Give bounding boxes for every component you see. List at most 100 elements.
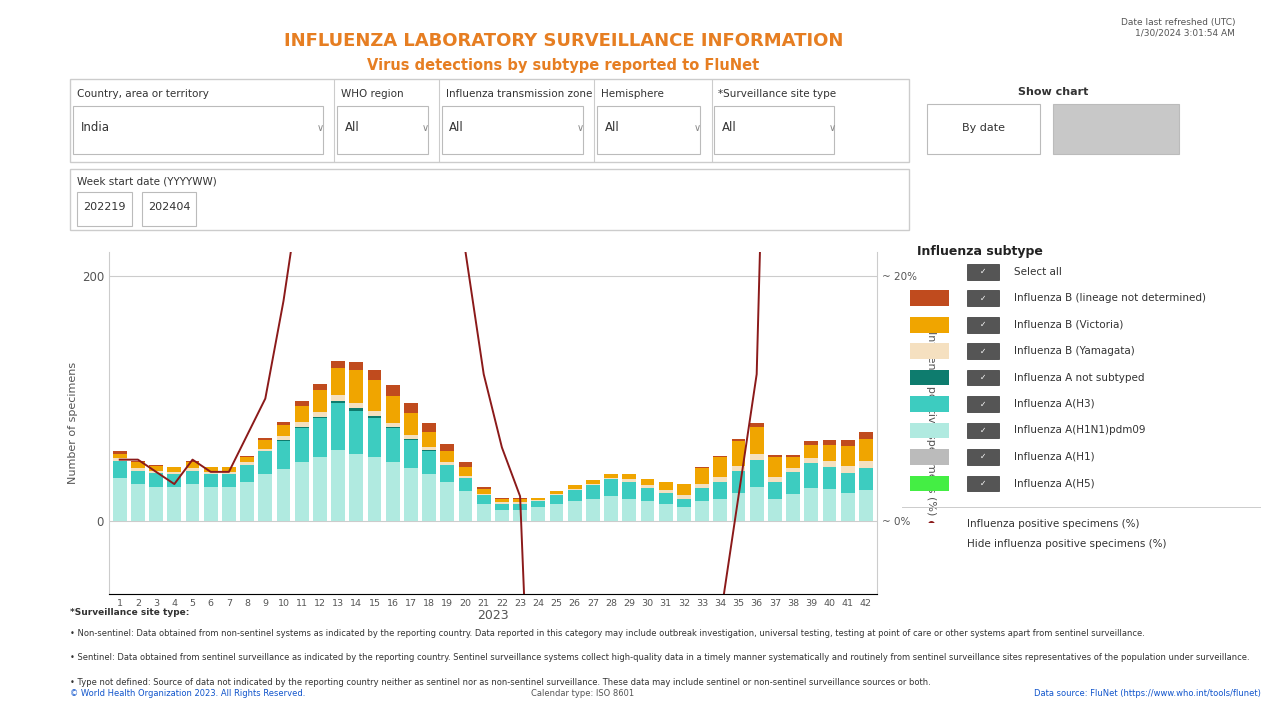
Bar (294, 428, 308, 462)
Bar (622, 480, 636, 482)
Bar (732, 439, 745, 441)
Bar (841, 446, 855, 466)
Bar (513, 510, 527, 521)
Bar (859, 490, 873, 521)
Bar (150, 464, 163, 466)
Y-axis label: Influenza positive specimens (%): Influenza positive specimens (%) (927, 330, 936, 516)
Bar (477, 487, 490, 489)
Bar (204, 487, 218, 521)
Bar (349, 362, 364, 371)
Bar (367, 457, 381, 521)
FancyBboxPatch shape (910, 396, 948, 412)
Text: Virus detections by subtype reported to FluNet: Virus detections by subtype reported to … (367, 58, 759, 73)
Bar (349, 411, 364, 454)
FancyBboxPatch shape (142, 192, 196, 225)
Bar (223, 472, 236, 474)
Bar (750, 423, 763, 427)
Bar (458, 475, 472, 478)
Bar (294, 427, 308, 428)
Bar (786, 455, 800, 457)
Bar (823, 467, 836, 489)
Bar (786, 457, 800, 468)
Bar (677, 508, 691, 521)
Bar (113, 451, 127, 454)
Bar (168, 467, 182, 472)
Bar (349, 403, 364, 408)
Bar (404, 413, 417, 435)
Bar (677, 484, 691, 495)
Bar (823, 440, 836, 445)
Bar (113, 478, 127, 521)
Bar (276, 440, 291, 441)
Text: ✓: ✓ (980, 294, 986, 302)
FancyBboxPatch shape (1052, 104, 1179, 154)
Bar (440, 482, 454, 521)
Text: Country, area or territory: Country, area or territory (77, 89, 209, 99)
Bar (422, 447, 436, 450)
Bar (404, 468, 417, 521)
FancyBboxPatch shape (70, 79, 909, 162)
Bar (641, 487, 654, 501)
Bar (385, 385, 399, 396)
Text: ✓: ✓ (980, 400, 986, 408)
Bar (768, 457, 782, 477)
FancyBboxPatch shape (70, 169, 909, 230)
Bar (549, 495, 563, 503)
Bar (622, 482, 636, 499)
Bar (495, 499, 508, 503)
Bar (786, 494, 800, 521)
Bar (513, 498, 527, 499)
Bar (314, 457, 326, 521)
FancyBboxPatch shape (966, 343, 1000, 359)
Bar (549, 494, 563, 495)
FancyBboxPatch shape (442, 106, 582, 154)
Bar (531, 508, 545, 521)
Bar (568, 501, 581, 521)
Bar (458, 467, 472, 475)
Bar (713, 477, 727, 482)
Text: Influenza B (Victoria): Influenza B (Victoria) (1014, 320, 1123, 330)
Text: *Surveillance site type: *Surveillance site type (718, 89, 837, 99)
FancyBboxPatch shape (596, 106, 700, 154)
Bar (641, 480, 654, 485)
FancyBboxPatch shape (966, 396, 1000, 412)
Bar (186, 471, 200, 484)
Bar (732, 492, 745, 521)
Bar (804, 445, 818, 459)
Text: All: All (722, 121, 736, 134)
Bar (422, 423, 436, 431)
Bar (622, 474, 636, 480)
Bar (241, 464, 253, 482)
Text: Week start date (YYYYWW): Week start date (YYYYWW) (77, 176, 216, 186)
FancyBboxPatch shape (77, 192, 132, 225)
Bar (750, 459, 763, 487)
Bar (750, 454, 763, 459)
Bar (713, 457, 727, 477)
Text: Influenza A(H5): Influenza A(H5) (1014, 478, 1094, 488)
Bar (750, 487, 763, 521)
Bar (204, 474, 218, 487)
Bar (276, 441, 291, 469)
Bar (150, 471, 163, 473)
Bar (314, 412, 326, 417)
Bar (804, 459, 818, 463)
Bar (314, 384, 326, 390)
Bar (404, 439, 417, 440)
Text: • Type not defined: Source of data not indicated by the reporting country neithe: • Type not defined: Source of data not i… (70, 678, 931, 687)
Bar (294, 406, 308, 422)
Text: Influenza B (lineage not determined): Influenza B (lineage not determined) (1014, 293, 1206, 303)
Text: ∨: ∨ (828, 122, 836, 132)
Bar (732, 441, 745, 466)
Bar (586, 480, 600, 484)
Bar (150, 487, 163, 521)
Text: WHO region: WHO region (342, 89, 403, 99)
Bar (531, 498, 545, 500)
X-axis label: 2023: 2023 (477, 609, 508, 622)
Text: INFLUENZA LABORATORY SURVEILLANCE INFORMATION: INFLUENZA LABORATORY SURVEILLANCE INFORM… (283, 32, 844, 50)
Bar (695, 487, 709, 501)
Bar (385, 462, 399, 521)
Text: ∨: ∨ (694, 122, 701, 132)
FancyBboxPatch shape (910, 290, 948, 306)
Bar (568, 490, 581, 501)
Bar (422, 450, 436, 451)
